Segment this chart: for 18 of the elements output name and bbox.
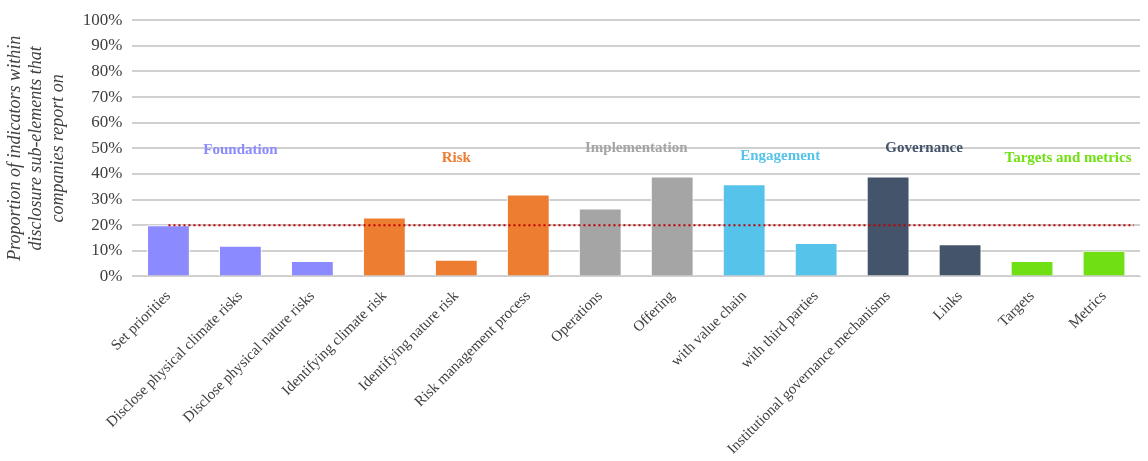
annotation: Targets and metrics — [1004, 149, 1132, 166]
y-tick-label: 30% — [91, 189, 123, 209]
y-tick-label: 50% — [91, 137, 123, 157]
y-tick-label: 20% — [91, 214, 123, 234]
y-tick-label: 90% — [91, 35, 123, 55]
annotation: Governance — [885, 139, 964, 156]
y-axis-title: Proportion of indicators within disclosure sub-elements that companies report on — [3, 35, 67, 262]
y-tick-label: 60% — [91, 112, 123, 132]
y-tick-label: 100% — [82, 9, 123, 29]
y-tick-label: 70% — [91, 86, 123, 106]
y-tick-label: 0% — [99, 265, 123, 285]
annotation: Foundation — [203, 141, 279, 158]
annotation: Risk — [441, 149, 472, 166]
annotation: Implementation — [584, 139, 689, 156]
y-tick-label: 40% — [91, 163, 123, 183]
y-tick-label: 10% — [91, 240, 123, 260]
annotation: Engagement — [740, 147, 821, 164]
y-tick-label: 80% — [91, 60, 123, 80]
